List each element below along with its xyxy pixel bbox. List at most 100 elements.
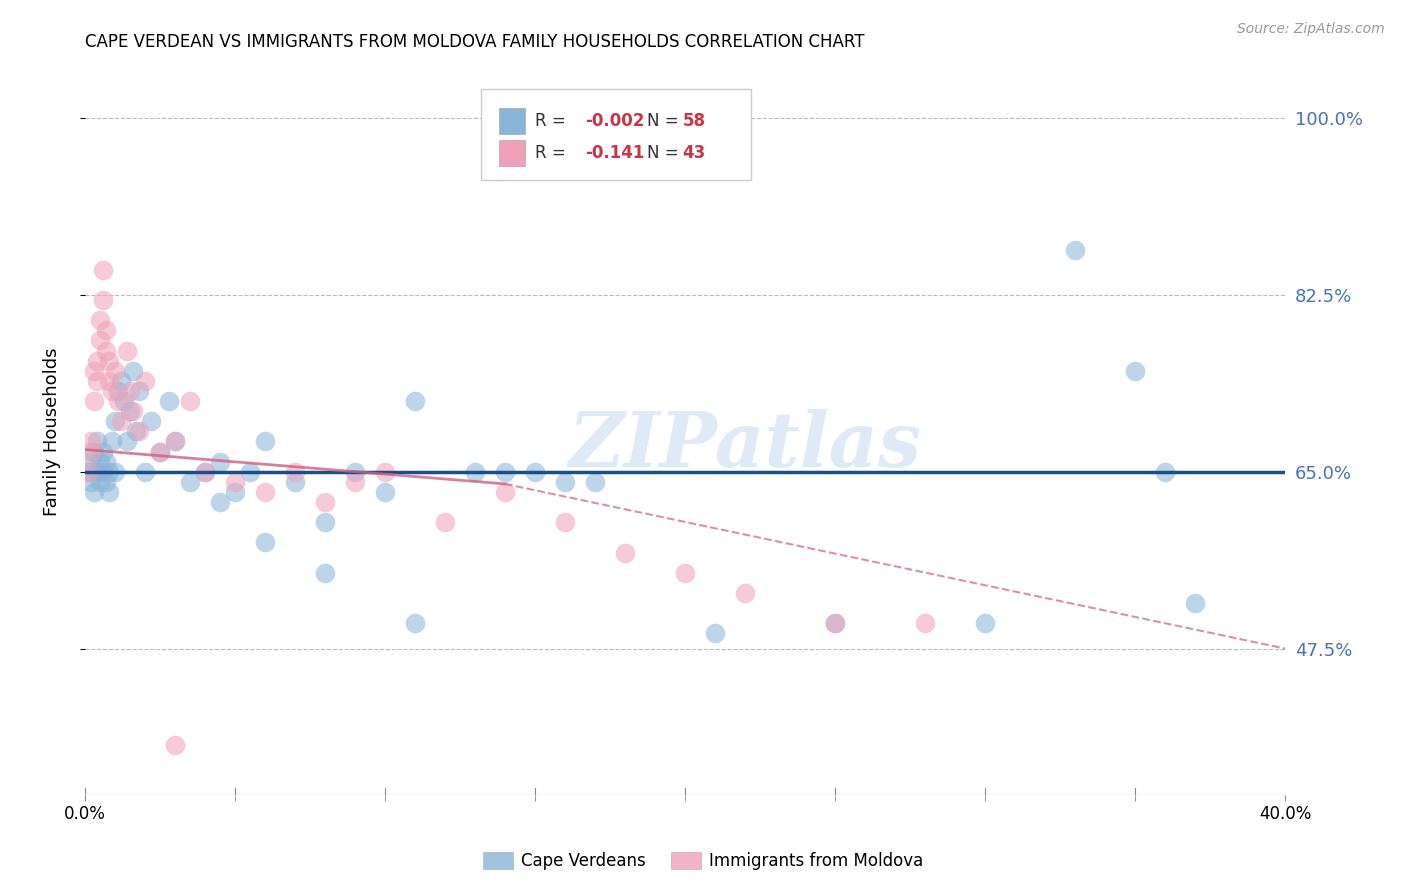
Point xyxy=(83,444,105,458)
Point xyxy=(554,475,576,489)
Point xyxy=(91,262,114,277)
Point xyxy=(157,394,180,409)
Point xyxy=(89,455,111,469)
Point xyxy=(94,475,117,489)
Point xyxy=(125,425,148,439)
Point xyxy=(253,434,276,449)
Point xyxy=(343,475,366,489)
Point xyxy=(100,384,122,398)
Point xyxy=(134,374,156,388)
Point xyxy=(374,465,396,479)
Point xyxy=(239,465,262,479)
Point xyxy=(76,465,98,479)
Point xyxy=(80,444,103,458)
Point xyxy=(464,465,486,479)
Point xyxy=(115,434,138,449)
Point xyxy=(83,364,105,378)
Point xyxy=(139,414,162,428)
Point xyxy=(179,475,201,489)
Text: R =: R = xyxy=(534,112,571,129)
Point xyxy=(115,343,138,358)
Point xyxy=(104,414,127,428)
Point xyxy=(94,323,117,337)
Point xyxy=(1184,596,1206,610)
Point xyxy=(284,475,307,489)
Point xyxy=(80,475,103,489)
Point xyxy=(110,374,132,388)
Point xyxy=(208,495,231,509)
Y-axis label: Family Households: Family Households xyxy=(44,347,60,516)
Point xyxy=(89,313,111,327)
Text: 58: 58 xyxy=(682,112,706,129)
Point xyxy=(121,404,143,418)
Point xyxy=(554,516,576,530)
Point xyxy=(194,465,217,479)
Point xyxy=(163,434,186,449)
Point xyxy=(80,434,103,449)
Point xyxy=(253,535,276,549)
Point xyxy=(97,374,120,388)
Point xyxy=(86,374,108,388)
Point xyxy=(134,465,156,479)
Point xyxy=(208,455,231,469)
Point xyxy=(179,394,201,409)
Point xyxy=(583,475,606,489)
Point xyxy=(523,465,546,479)
Point xyxy=(224,475,246,489)
Point xyxy=(86,353,108,368)
Point xyxy=(149,444,172,458)
Point xyxy=(494,485,516,500)
Legend: Cape Verdeans, Immigrants from Moldova: Cape Verdeans, Immigrants from Moldova xyxy=(477,845,929,877)
Text: N =: N = xyxy=(647,144,683,161)
Point xyxy=(97,353,120,368)
Point xyxy=(83,394,105,409)
Point xyxy=(107,384,129,398)
Point xyxy=(404,616,426,631)
Point xyxy=(163,738,186,752)
Text: 43: 43 xyxy=(682,144,706,161)
Text: N =: N = xyxy=(647,112,683,129)
Point xyxy=(1064,243,1087,257)
Point xyxy=(404,394,426,409)
Point xyxy=(1154,465,1177,479)
Text: CAPE VERDEAN VS IMMIGRANTS FROM MOLDOVA FAMILY HOUSEHOLDS CORRELATION CHART: CAPE VERDEAN VS IMMIGRANTS FROM MOLDOVA … xyxy=(84,33,865,51)
Point xyxy=(224,485,246,500)
Point xyxy=(824,616,846,631)
Point xyxy=(104,364,127,378)
Point xyxy=(112,394,135,409)
Point xyxy=(314,566,336,580)
Point xyxy=(343,465,366,479)
Text: -0.141: -0.141 xyxy=(585,144,645,161)
Point xyxy=(89,334,111,348)
Point xyxy=(94,455,117,469)
FancyBboxPatch shape xyxy=(481,89,751,180)
Point xyxy=(433,516,456,530)
Point xyxy=(613,546,636,560)
Point xyxy=(314,495,336,509)
Point xyxy=(974,616,997,631)
Point xyxy=(128,384,150,398)
Point xyxy=(824,616,846,631)
Point xyxy=(76,465,98,479)
Point xyxy=(118,384,141,398)
Point xyxy=(83,485,105,500)
Point xyxy=(284,465,307,479)
Point xyxy=(100,434,122,449)
Point xyxy=(94,343,117,358)
Point xyxy=(89,475,111,489)
Point xyxy=(86,465,108,479)
Point xyxy=(110,414,132,428)
Bar xyxy=(499,140,526,166)
Text: ZIPatlas: ZIPatlas xyxy=(568,409,921,483)
Point xyxy=(194,465,217,479)
Point xyxy=(118,404,141,418)
Point xyxy=(80,455,103,469)
Point xyxy=(86,434,108,449)
Text: Source: ZipAtlas.com: Source: ZipAtlas.com xyxy=(1237,22,1385,37)
Point xyxy=(914,616,936,631)
Point xyxy=(704,626,727,640)
Point xyxy=(97,465,120,479)
Point xyxy=(149,444,172,458)
Point xyxy=(494,465,516,479)
Text: -0.002: -0.002 xyxy=(585,112,645,129)
